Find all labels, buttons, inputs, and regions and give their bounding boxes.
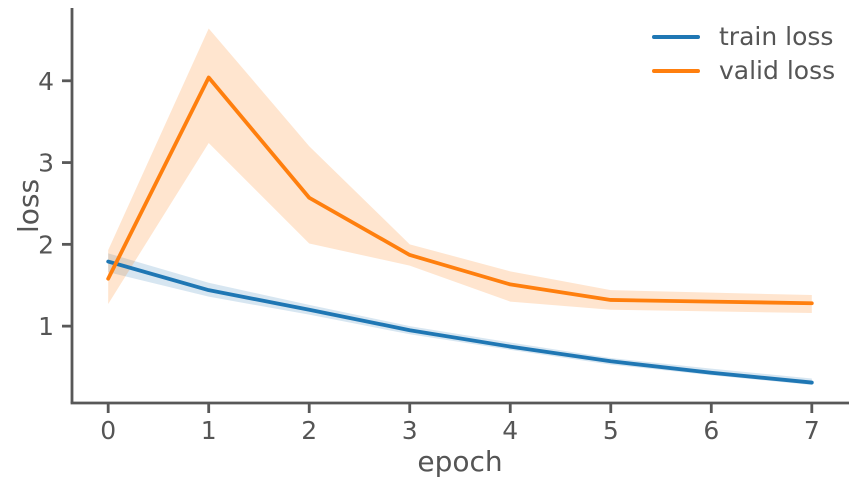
legend-label-train: train loss	[719, 22, 834, 51]
x-tick-label: 4	[502, 416, 518, 445]
legend: train loss valid loss	[652, 24, 835, 83]
train-loss-band	[108, 253, 812, 386]
x-tick-label: 1	[201, 416, 217, 445]
y-tick-label: 3	[38, 149, 54, 178]
x-tick-label: 5	[603, 416, 619, 445]
y-axis-label: loss	[12, 179, 45, 233]
valid-loss-band	[108, 28, 812, 314]
legend-entry-valid: valid loss	[652, 58, 835, 83]
x-tick-label: 0	[100, 416, 116, 445]
valid-line-swatch-icon	[652, 68, 700, 73]
x-tick-label: 3	[402, 416, 418, 445]
y-tick-label: 1	[38, 312, 54, 341]
train-line-swatch-icon	[652, 34, 700, 39]
x-tick-label: 6	[703, 416, 719, 445]
train-loss-line	[106, 259, 814, 385]
legend-entry-train: train loss	[652, 24, 835, 49]
x-axis-label: epoch	[417, 445, 502, 478]
x-tick-label: 2	[301, 416, 317, 445]
y-tick-label: 2	[38, 230, 54, 259]
plot-area: 0 1 2 3 4 5 6 7 1 2 3 4	[38, 8, 849, 445]
legend-label-valid: valid loss	[719, 56, 836, 85]
valid-loss-line	[106, 75, 814, 306]
x-tick-label: 7	[804, 416, 820, 445]
y-tick-label: 4	[38, 67, 54, 96]
